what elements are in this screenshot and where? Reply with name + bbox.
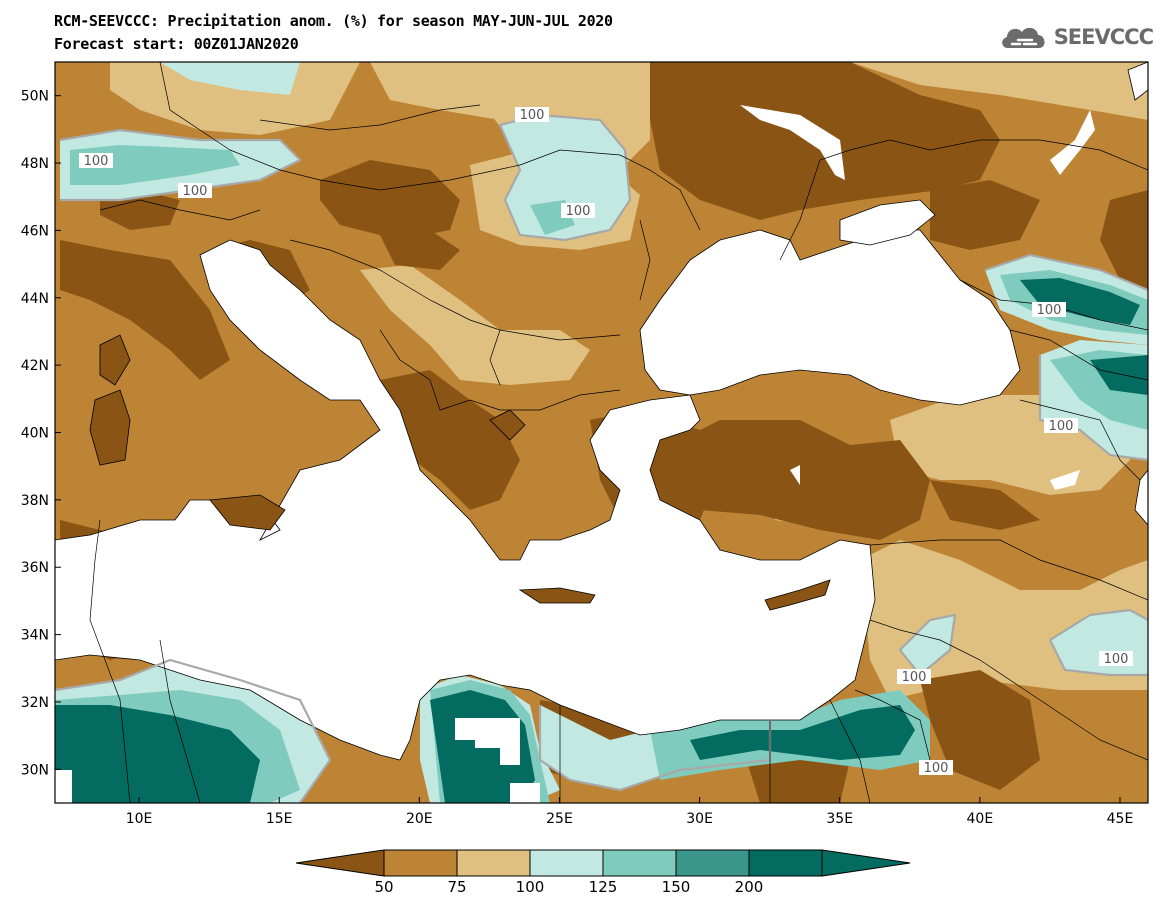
map-title: RCM-SEEVCCC: Precipitation anom. (%) for… xyxy=(54,12,613,30)
lat-tick-label: 34N xyxy=(21,628,49,644)
lon-tick-label: 45E xyxy=(1107,811,1134,827)
contour-label: 100 xyxy=(1032,302,1066,318)
colorbar-segment xyxy=(748,849,823,877)
colorbar-level-label: 150 xyxy=(662,878,691,896)
contour-label: 100 xyxy=(919,760,953,776)
contour-label: 100 xyxy=(515,107,549,123)
colorbar-segment xyxy=(383,849,458,877)
lon-tick-label: 35E xyxy=(826,811,853,827)
colorbar-segment xyxy=(529,849,604,877)
contour-label: 100 xyxy=(1044,418,1078,434)
colorbar-level-label: 50 xyxy=(374,878,393,896)
colorbar-level-label: 200 xyxy=(735,878,764,896)
colorbar: 50 75 100 125 150 200 xyxy=(295,849,911,896)
svg-text:100: 100 xyxy=(84,154,109,169)
lon-tick-label: 10E xyxy=(126,811,153,827)
svg-text:100: 100 xyxy=(1104,652,1129,667)
forecast-start-label: Forecast start: 00Z01JAN2020 xyxy=(54,35,299,53)
lon-tick-label: 40E xyxy=(967,811,994,827)
lat-tick-label: 40N xyxy=(21,426,49,442)
lat-tick-label: 42N xyxy=(21,358,49,374)
island-shapes xyxy=(89,334,831,611)
colorbar-high-triangle xyxy=(821,849,911,877)
longitude-axis: 10E 15E 20E 25E 30E 35E 40E 45E xyxy=(126,797,1134,827)
contour-label: 100 xyxy=(79,153,113,169)
country-borders xyxy=(89,62,1148,803)
svg-text:100: 100 xyxy=(183,184,208,199)
logo-text: SEEVCCC xyxy=(1053,25,1154,49)
svg-text:100: 100 xyxy=(1037,303,1062,318)
colorbar-segment xyxy=(456,849,531,877)
lon-tick-label: 30E xyxy=(686,811,713,827)
colorbar-level-label: 75 xyxy=(447,878,466,896)
svg-text:100: 100 xyxy=(520,108,545,123)
colorbar-level-label: 125 xyxy=(589,878,618,896)
lon-tick-label: 20E xyxy=(406,811,433,827)
svg-text:100: 100 xyxy=(1049,419,1074,434)
sea-areas xyxy=(55,62,1148,761)
seevccc-logo: SEEVCCC xyxy=(998,22,1154,52)
lat-tick-label: 30N xyxy=(21,762,49,778)
latitude-axis: 50N 48N 46N 44N 42N 40N 38N 36N 34N 32N 30N xyxy=(21,89,61,778)
lon-tick-label: 15E xyxy=(266,811,293,827)
colorbar-segment xyxy=(675,849,750,877)
contour-label: 100 xyxy=(1099,651,1133,667)
cloud-icon xyxy=(1001,27,1045,48)
contour-label: 100 xyxy=(897,669,931,685)
colorbar-segment xyxy=(602,849,677,877)
lat-tick-label: 36N xyxy=(21,560,49,576)
lat-tick-label: 32N xyxy=(21,695,49,711)
colorbar-level-label: 100 xyxy=(516,878,545,896)
lat-tick-label: 38N xyxy=(21,493,49,509)
contour-label: 100 xyxy=(178,183,212,199)
lat-tick-label: 46N xyxy=(21,223,49,239)
svg-text:100: 100 xyxy=(902,670,927,685)
contour-label: 100 xyxy=(561,203,595,219)
map-area: 100 100 100 100 100 100 100 100 100 xyxy=(55,62,1148,803)
colorbar-low-triangle xyxy=(295,849,385,877)
lon-tick-label: 25E xyxy=(546,811,573,827)
lat-tick-label: 44N xyxy=(21,291,49,307)
no-data-patches xyxy=(55,105,1095,803)
contour-labels: 100 100 100 100 100 100 100 100 100 xyxy=(79,107,1133,776)
lat-tick-label: 50N xyxy=(21,89,49,105)
svg-text:100: 100 xyxy=(566,204,591,219)
svg-text:100: 100 xyxy=(924,761,949,776)
lat-tick-label: 48N xyxy=(21,156,49,172)
